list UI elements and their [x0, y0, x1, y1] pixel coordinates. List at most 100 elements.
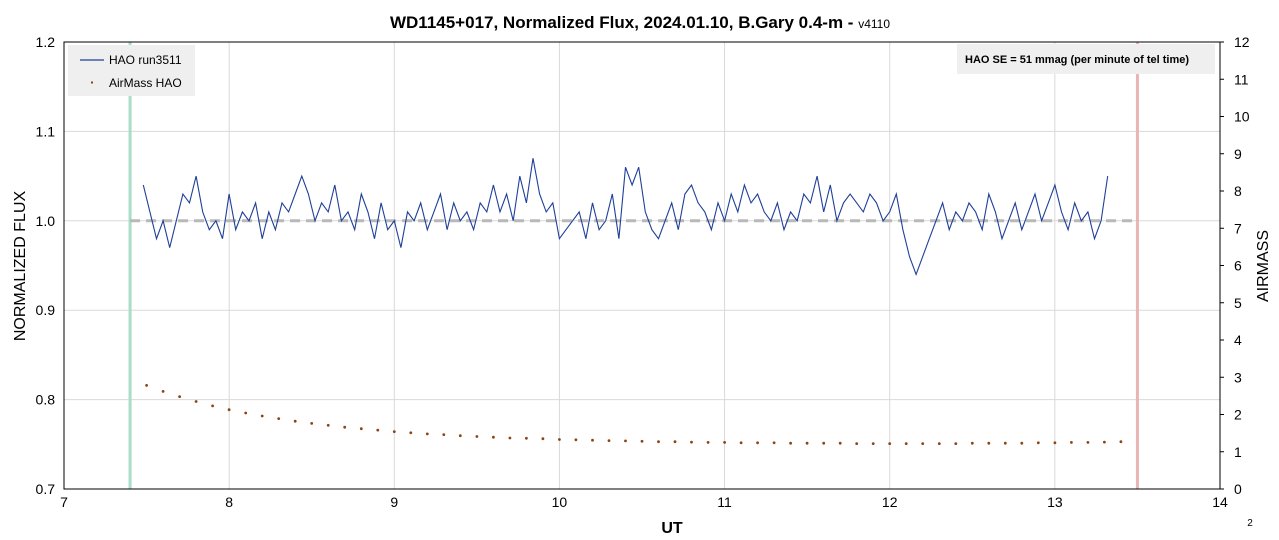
y2-tick-label: 10 — [1234, 109, 1250, 125]
x-tick-label: 7 — [60, 494, 68, 510]
airmass-point — [871, 442, 875, 445]
airmass-point — [1086, 441, 1090, 444]
y2-tick-label: 6 — [1234, 258, 1242, 274]
airmass-point — [525, 436, 528, 440]
airmass-point — [739, 441, 743, 445]
annotation: HAO SE = 51 mmag (per minute of tel time… — [957, 44, 1215, 74]
airmass-point — [838, 441, 842, 445]
y2-tick-label: 9 — [1234, 146, 1242, 162]
legend-label-airmass: AirMass HAO — [109, 76, 182, 90]
y2-tick-label: 12 — [1234, 34, 1250, 50]
airmass-point — [492, 435, 495, 439]
airmass-point — [640, 439, 644, 443]
airmass-point — [706, 441, 710, 444]
airmass-point — [723, 441, 726, 444]
airmass-point — [657, 440, 660, 444]
y2-tick-label: 8 — [1234, 183, 1242, 199]
airmass-point — [822, 441, 826, 445]
y2-tick-label: 5 — [1234, 295, 1242, 311]
airmass-point — [756, 441, 759, 445]
airmass-point — [904, 442, 908, 445]
airmass-point — [409, 431, 413, 435]
airmass-point — [161, 390, 165, 393]
airmass-point — [690, 440, 693, 444]
airmass-point — [954, 442, 958, 445]
airmass-point — [607, 439, 611, 442]
flux-series-line — [142, 158, 1109, 276]
x-tick-label: 8 — [225, 494, 233, 510]
airmass-point — [1053, 441, 1057, 445]
airmass-point — [359, 427, 363, 431]
airmass-point — [475, 435, 479, 438]
airmass-point — [442, 433, 446, 436]
airmass-point — [227, 408, 231, 412]
airmass-point — [888, 442, 892, 445]
airmass-point — [310, 422, 314, 425]
airmass-point — [293, 419, 297, 423]
airmass-point — [1036, 441, 1040, 445]
airmass-point — [772, 441, 776, 445]
y2-tick-label: 3 — [1234, 369, 1242, 385]
y-axis-title: NORMALIZED FLUX — [12, 191, 29, 342]
airmass-point — [458, 434, 462, 438]
x-axis-ticks: 7 8 9 10 11 12 13 14 — [60, 494, 1228, 510]
airmass-point — [1020, 441, 1024, 445]
airmass-point — [343, 425, 347, 429]
airmass-point — [508, 436, 512, 440]
y2-axis-title: AIRMASS — [1255, 230, 1272, 302]
legend-label-flux: HAO run3511 — [109, 53, 182, 67]
airmass-point — [805, 441, 809, 445]
airmass-point — [574, 438, 578, 442]
y-tick-label: 1.1 — [36, 123, 56, 139]
y2-tick-label: 4 — [1234, 332, 1242, 348]
airmass-point — [937, 442, 941, 445]
plot-background — [64, 42, 1220, 489]
airmass-point — [425, 432, 429, 436]
airmass-point — [277, 417, 281, 420]
chart-title-version: v4110 — [858, 17, 890, 31]
chart-title-main: WD1145+017, Normalized Flux, 2024.01.10,… — [390, 13, 858, 32]
y-tick-label: 0.9 — [36, 302, 56, 318]
y2-tick-label: 0 — [1234, 481, 1242, 497]
x-axis-title: UT — [661, 520, 683, 537]
x-tick-label: 10 — [552, 494, 568, 510]
airmass-point — [1103, 440, 1106, 444]
y2-tick-label: 1 — [1234, 444, 1242, 460]
y-tick-label: 0.7 — [36, 481, 56, 497]
airmass-point — [194, 400, 198, 403]
y2-tick-label: 11 — [1234, 71, 1249, 87]
y2-tick-label: 2 — [1234, 407, 1242, 423]
legend: HAO run3511 AirMass HAO — [68, 45, 195, 96]
y-axis-ticks: 0.7 0.8 0.9 1.0 1.1 1.2 — [36, 34, 56, 497]
airmass-point — [145, 384, 149, 387]
airmass-point — [558, 438, 561, 441]
y2-tick-label: 7 — [1234, 220, 1242, 236]
x-tick-label: 14 — [1212, 494, 1228, 510]
y-tick-label: 1.2 — [36, 34, 56, 50]
airmass-point — [855, 442, 859, 445]
airmass-point — [789, 441, 792, 445]
x-tick-label: 11 — [717, 494, 732, 510]
airmass-point — [541, 437, 545, 441]
legend-box — [68, 45, 195, 96]
chart-title: WD1145+017, Normalized Flux, 2024.01.10,… — [390, 13, 890, 32]
airmass-point — [211, 404, 215, 408]
airmass-point — [987, 441, 991, 445]
y-tick-label: 1.0 — [36, 213, 56, 229]
airmass-point — [376, 428, 380, 432]
page-number: 2 — [1247, 518, 1253, 529]
legend-swatch-airmass — [91, 81, 93, 84]
airmass-point — [591, 438, 594, 442]
airmass-point — [178, 395, 182, 398]
airmass-point — [970, 441, 974, 445]
annotation-text: HAO SE = 51 mmag (per minute of tel time… — [965, 54, 1189, 66]
annotation-box — [957, 44, 1215, 74]
airmass-point — [392, 430, 396, 433]
airmass-point — [244, 411, 248, 415]
airmass-point — [1119, 440, 1123, 444]
airmass-point — [1070, 441, 1073, 444]
airmass-point — [260, 414, 264, 418]
airmass-point — [1003, 441, 1007, 445]
